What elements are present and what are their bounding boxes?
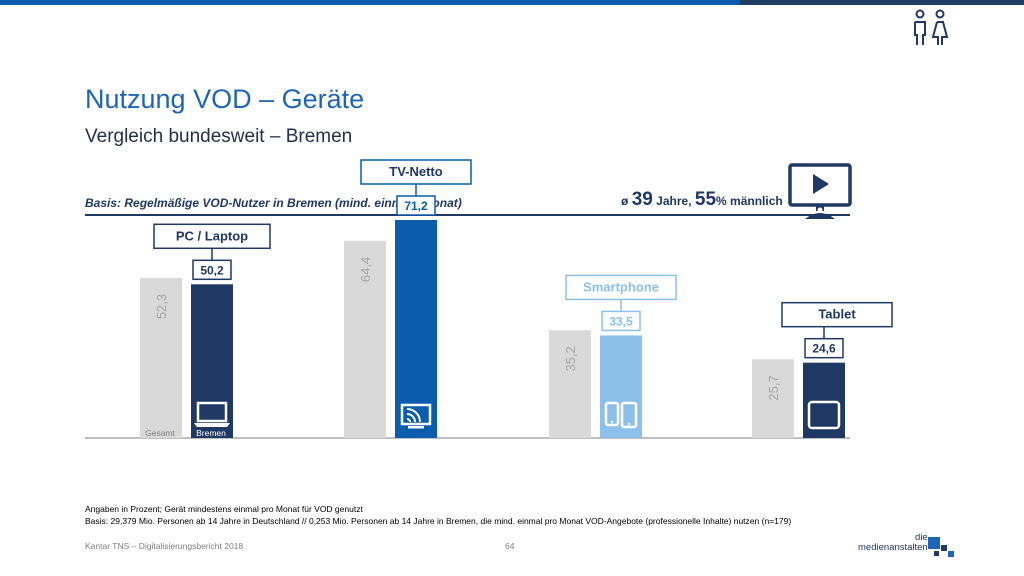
laptop-icon — [194, 401, 230, 427]
people-icon — [914, 9, 949, 45]
tv-cast-icon — [400, 403, 432, 429]
category-box-2 — [565, 274, 677, 301]
category-box-0 — [153, 223, 271, 250]
top-accent-bar-dark — [740, 0, 1024, 5]
value-label-gesamt-2: 35,2 — [563, 346, 578, 371]
footer-source: Kantar TNS – Digitalisierungsbericht 201… — [85, 541, 244, 551]
basis-text: Basis: Regelmäßige VOD-Nutzer in Bremen … — [85, 196, 462, 210]
tablet-icon — [807, 400, 841, 430]
category-box-3 — [781, 301, 893, 328]
avg-age: 39 — [631, 189, 653, 210]
value-label-bremen-3: 24,6 — [812, 342, 836, 356]
value-label-bremen-1: 71,2 — [404, 199, 428, 213]
category-label-1: TV-Netto — [389, 164, 443, 179]
page-title: Nutzung VOD – Geräte — [85, 84, 365, 114]
value-label-bremen-2: 33,5 — [609, 314, 633, 328]
page-number: 64 — [505, 541, 515, 551]
bar-gesamt-0 — [140, 277, 182, 438]
logo-text: die medienanstalten — [858, 533, 928, 553]
demographics: ø 39 Jahre, 55% männlich — [621, 189, 783, 211]
bar-bremen-1 — [395, 220, 437, 438]
header-rule — [85, 214, 850, 216]
page-subtitle: Vergleich bundesweit – Bremen — [85, 126, 353, 147]
male-suffix: % männlich — [716, 194, 783, 208]
value-label-gesamt-1: 64,4 — [358, 257, 373, 282]
series-label-gesamt: Gesamt — [145, 428, 175, 438]
bar-gesamt-3 — [752, 359, 794, 438]
series-label-bremen: Bremen — [196, 428, 226, 438]
category-label-0: PC / Laptop — [176, 228, 248, 243]
phone-tablet-icon — [604, 401, 638, 429]
value-label-bremen-0: 50,2 — [200, 263, 224, 277]
male-percent: 55 — [694, 189, 717, 210]
logo-line-1: die — [915, 532, 928, 543]
avg-symbol: ø — [621, 194, 629, 208]
bar-gesamt-1 — [344, 240, 386, 438]
footnote: Angaben in Prozent; Gerät mindestens ein… — [85, 503, 791, 527]
medienanstalten-logo — [928, 537, 954, 557]
top-accent-bar — [0, 0, 740, 5]
tv-play-icon — [788, 163, 852, 219]
footnote-line-1: Angaben in Prozent; Gerät mindestens ein… — [85, 504, 363, 514]
age-unit: Jahre, — [656, 194, 692, 208]
logo-line-2: medienanstalten — [858, 542, 928, 553]
value-label-gesamt-0: 52,3 — [154, 294, 169, 319]
value-label-gesamt-3: 25,7 — [766, 375, 781, 400]
category-label-3: Tablet — [818, 307, 856, 322]
bar-gesamt-2 — [549, 330, 591, 438]
category-box-1 — [360, 159, 472, 185]
footnote-line-2: Basis: 29,379 Mio. Personen ab 14 Jahre … — [85, 516, 792, 526]
category-label-2: Smartphone — [583, 279, 659, 294]
